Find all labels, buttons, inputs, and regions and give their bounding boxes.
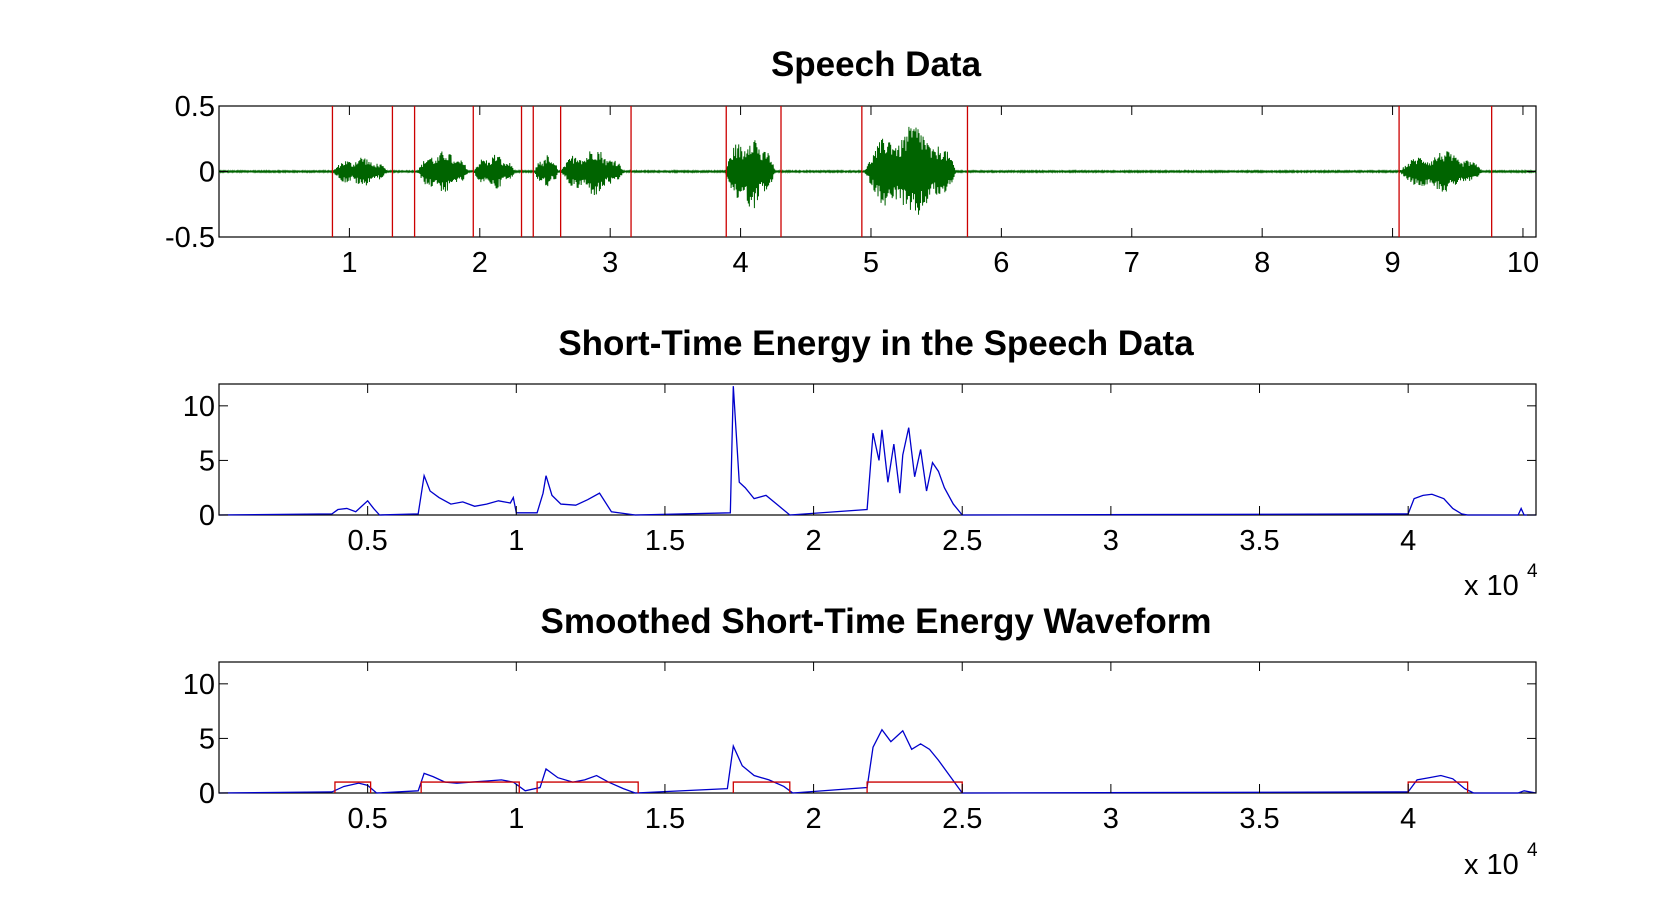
speech-data-panel: Speech Data 1 2 3 4 5 6 7 8 9 10 0.5 0 -0.5 [165, 45, 1539, 279]
smoothed-energy-y-tick-label: 10 [183, 669, 215, 701]
energy-title: Short-Time Energy in the Speech Data [558, 324, 1194, 363]
energy-x-tick-label: 2.5 [942, 525, 982, 557]
smoothed-energy-x-tick-label: 0.5 [347, 803, 387, 835]
speech-data-x-tick-label: 6 [993, 247, 1009, 279]
speech-data-y-tick-label: 0 [199, 157, 215, 189]
smoothed-energy-x-multiplier: x 10 [1464, 849, 1519, 881]
energy-series-line [218, 386, 1536, 516]
smoothed-energy-axes [218, 661, 1537, 794]
smoothed-energy-y-tick-label: 5 [199, 723, 215, 755]
speech-decision-interval [536, 781, 639, 793]
speech-waveform-line [218, 126, 1537, 215]
smoothed-energy-x-tick-label: 4 [1400, 803, 1416, 835]
speech-decision-interval [732, 781, 791, 793]
smoothed-energy-ticks: 0.5 1 1.5 2 2.5 3 3.5 4 0 5 10 [183, 662, 1536, 835]
energy-x-tick-label: 1.5 [645, 525, 685, 557]
smoothed-energy-panel: Smoothed Short-Time Energy Waveform 0.5 1… [183, 602, 1538, 881]
speech-data-x-tick-label: 7 [1124, 247, 1140, 279]
speech-data-x-tick-label: 2 [472, 247, 488, 279]
speech-data-y-tick-label: -0.5 [165, 222, 215, 254]
smoothed-energy-x-tick-label: 2 [806, 803, 822, 835]
speech-data-x-tick-label: 1 [341, 247, 357, 279]
speech-data-x-tick-label: 10 [1507, 247, 1539, 279]
energy-x-multiplier-exponent: 4 [1527, 561, 1538, 582]
energy-x-tick-label: 4 [1400, 525, 1416, 557]
speech-decision-interval [334, 781, 372, 793]
smoothed-energy-y-tick-label: 0 [199, 778, 215, 810]
smoothed-energy-x-tick-label: 1 [508, 803, 524, 835]
energy-x-tick-label: 3 [1103, 525, 1119, 557]
smoothed-energy-x-multiplier-exponent: 4 [1527, 840, 1538, 861]
smoothed-energy-series-line [218, 728, 1537, 794]
energy-x-tick-label: 0.5 [347, 525, 387, 557]
smoothed-energy-x-tick-label: 2.5 [942, 803, 982, 835]
speech-data-x-tick-label: 3 [602, 247, 618, 279]
speech-data-x-tick-label: 9 [1384, 247, 1400, 279]
energy-y-tick-label: 10 [183, 391, 215, 423]
energy-panel: Short-Time Energy in the Speech Data 0.5… [183, 324, 1538, 602]
energy-x-multiplier: x 10 [1464, 570, 1519, 602]
smoothed-energy-x-tick-label: 1.5 [645, 803, 685, 835]
speech-data-marks [218, 106, 1537, 237]
speech-data-x-tick-label: 4 [733, 247, 749, 279]
smoothed-energy-x-tick-label: 3.5 [1239, 803, 1279, 835]
speech-data-title: Speech Data [771, 45, 982, 84]
energy-y-tick-label: 5 [199, 445, 215, 477]
smoothed-energy-title: Smoothed Short-Time Energy Waveform [541, 602, 1212, 641]
speech-data-x-tick-label: 8 [1254, 247, 1270, 279]
energy-x-tick-label: 1 [508, 525, 524, 557]
speech-data-x-tick-label: 5 [863, 247, 879, 279]
speech-data-y-tick-label: 0.5 [175, 91, 215, 123]
energy-ticks: 0.5 1 1.5 2 2.5 3 3.5 4 0 5 10 [183, 384, 1536, 557]
energy-x-tick-label: 3.5 [1239, 525, 1279, 557]
smoothed-energy-marks [218, 728, 1537, 794]
energy-x-tick-label: 2 [806, 525, 822, 557]
smoothed-energy-x-tick-label: 3 [1103, 803, 1119, 835]
speech-data-ticks: 1 2 3 4 5 6 7 8 9 10 0.5 0 -0.5 [165, 91, 1539, 279]
energy-y-tick-label: 0 [199, 500, 215, 532]
speech-decision-interval [420, 781, 520, 793]
energy-axes [218, 383, 1537, 516]
energy-marks [218, 386, 1536, 516]
